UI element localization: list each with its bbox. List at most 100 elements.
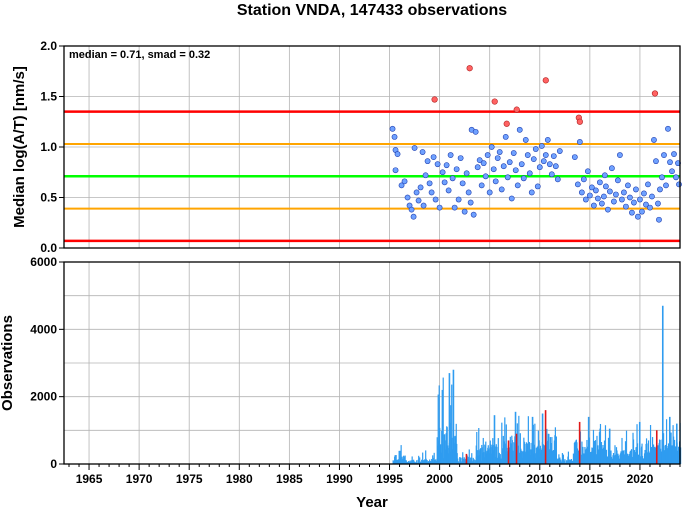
data-point-66 bbox=[520, 175, 527, 182]
obs-bar-258 bbox=[518, 415, 520, 464]
data-point-92 bbox=[588, 184, 595, 191]
data-point-6 bbox=[401, 178, 408, 185]
data-point-88 bbox=[580, 176, 587, 183]
obs-bar-70 bbox=[426, 460, 428, 464]
obs-spike-3 bbox=[493, 415, 496, 464]
data-point-133 bbox=[671, 151, 677, 157]
data-point-95 bbox=[594, 195, 601, 202]
data-point-109 bbox=[623, 203, 629, 210]
data-point-121 bbox=[647, 204, 653, 211]
flagged-bars bbox=[465, 410, 658, 464]
scatter-points bbox=[389, 125, 682, 223]
data-point-115 bbox=[635, 213, 641, 220]
data-point-112 bbox=[629, 209, 635, 216]
obs-spike-1 bbox=[448, 373, 451, 464]
data-point-103 bbox=[610, 198, 617, 205]
flagged-bar-3 bbox=[544, 410, 547, 464]
data-point-120 bbox=[645, 181, 651, 188]
flagged-bar-5 bbox=[655, 430, 658, 464]
chart-title: Station VNDA, 147433 observations bbox=[237, 2, 507, 19]
obs-bar-493 bbox=[633, 450, 636, 464]
outlier-point-5 bbox=[542, 77, 549, 84]
data-point-58 bbox=[504, 174, 511, 181]
top-y-axis-label: Median log(A/T) [nm/s] bbox=[11, 66, 28, 228]
data-point-99 bbox=[602, 183, 609, 190]
data-point-67 bbox=[522, 137, 529, 143]
data-point-11 bbox=[411, 145, 418, 151]
outlier-points bbox=[431, 65, 659, 127]
data-point-85 bbox=[574, 181, 581, 188]
obs-bar-325 bbox=[551, 437, 553, 464]
stats-annotation: median = 0.71, smad = 0.32 bbox=[69, 49, 210, 61]
data-point-47 bbox=[482, 173, 489, 180]
x-tick-label-0: 1965 bbox=[76, 472, 103, 486]
obs-bar-6 bbox=[395, 455, 397, 464]
obs-bar-336 bbox=[556, 459, 558, 464]
obs-bar-216 bbox=[497, 438, 499, 464]
obs-bar-54 bbox=[419, 457, 421, 464]
outlier-point-7 bbox=[576, 118, 583, 125]
data-point-117 bbox=[639, 208, 645, 215]
obs-bar-553 bbox=[662, 433, 665, 464]
data-point-39 bbox=[467, 199, 474, 206]
obs-bar-261 bbox=[519, 433, 521, 464]
data-point-80 bbox=[548, 171, 555, 178]
obs-bar-526 bbox=[649, 424, 652, 464]
obs-bar-334 bbox=[555, 436, 557, 464]
data-point-83 bbox=[554, 176, 561, 183]
data-point-54 bbox=[496, 149, 503, 155]
data-point-110 bbox=[625, 182, 631, 189]
obs-bar-434 bbox=[604, 425, 607, 464]
data-point-90 bbox=[584, 168, 591, 175]
obs-bar-255 bbox=[516, 423, 518, 464]
obs-bar-185 bbox=[482, 437, 484, 464]
data-point-113 bbox=[631, 199, 637, 206]
data-point-81 bbox=[550, 153, 557, 159]
data-point-49 bbox=[486, 189, 493, 196]
obs-bar-143 bbox=[462, 452, 464, 464]
obs-bar-210 bbox=[494, 446, 496, 464]
obs-spike-4 bbox=[514, 411, 517, 464]
obs-spike-9 bbox=[638, 421, 641, 464]
obs-bar-232 bbox=[505, 424, 507, 464]
obs-bar-429 bbox=[602, 444, 604, 464]
data-point-31 bbox=[451, 204, 458, 211]
obs-spike-0 bbox=[452, 369, 455, 464]
obs-bar-557 bbox=[664, 444, 667, 464]
obs-bar-487 bbox=[630, 449, 633, 464]
data-point-5 bbox=[398, 182, 405, 189]
obs-bar-172 bbox=[476, 431, 478, 464]
data-point-139 bbox=[556, 148, 563, 154]
data-point-61 bbox=[510, 150, 517, 156]
obs-bar-180 bbox=[480, 447, 482, 464]
obs-bar-535 bbox=[654, 446, 656, 464]
x-axis-label: Year bbox=[356, 494, 388, 511]
data-point-102 bbox=[608, 165, 615, 172]
data-point-125 bbox=[655, 200, 661, 207]
data-point-56 bbox=[500, 163, 507, 170]
obs-bar-583 bbox=[677, 446, 680, 464]
obs-bar-424 bbox=[599, 423, 602, 464]
obs-bar-95 bbox=[438, 385, 440, 464]
data-point-13 bbox=[415, 197, 422, 204]
data-point-26 bbox=[441, 179, 448, 186]
data-point-22 bbox=[432, 196, 439, 203]
obs-bar-14 bbox=[399, 450, 401, 464]
median-amplitude-panel: 0.0 0.5 1.0 1.5 2.0 median = 0.71, smad = 0.… bbox=[11, 39, 682, 255]
data-point-107 bbox=[619, 196, 625, 203]
bottom-y-tick-label-0: 0 bbox=[50, 457, 57, 471]
outlier-point-0 bbox=[431, 96, 438, 103]
data-point-15 bbox=[419, 149, 426, 155]
data-point-86 bbox=[576, 139, 583, 145]
data-point-68 bbox=[524, 152, 531, 158]
obs-bar-280 bbox=[529, 443, 531, 464]
data-point-38 bbox=[465, 189, 472, 196]
obs-bar-373 bbox=[574, 441, 576, 464]
data-point-0 bbox=[389, 125, 396, 132]
obs-bar-391 bbox=[583, 453, 585, 464]
x-tick-label-3: 1980 bbox=[226, 472, 253, 486]
obs-bar-287 bbox=[532, 424, 534, 464]
data-point-62 bbox=[512, 167, 519, 174]
obs-bar-310 bbox=[543, 445, 545, 464]
data-point-130 bbox=[665, 125, 671, 132]
